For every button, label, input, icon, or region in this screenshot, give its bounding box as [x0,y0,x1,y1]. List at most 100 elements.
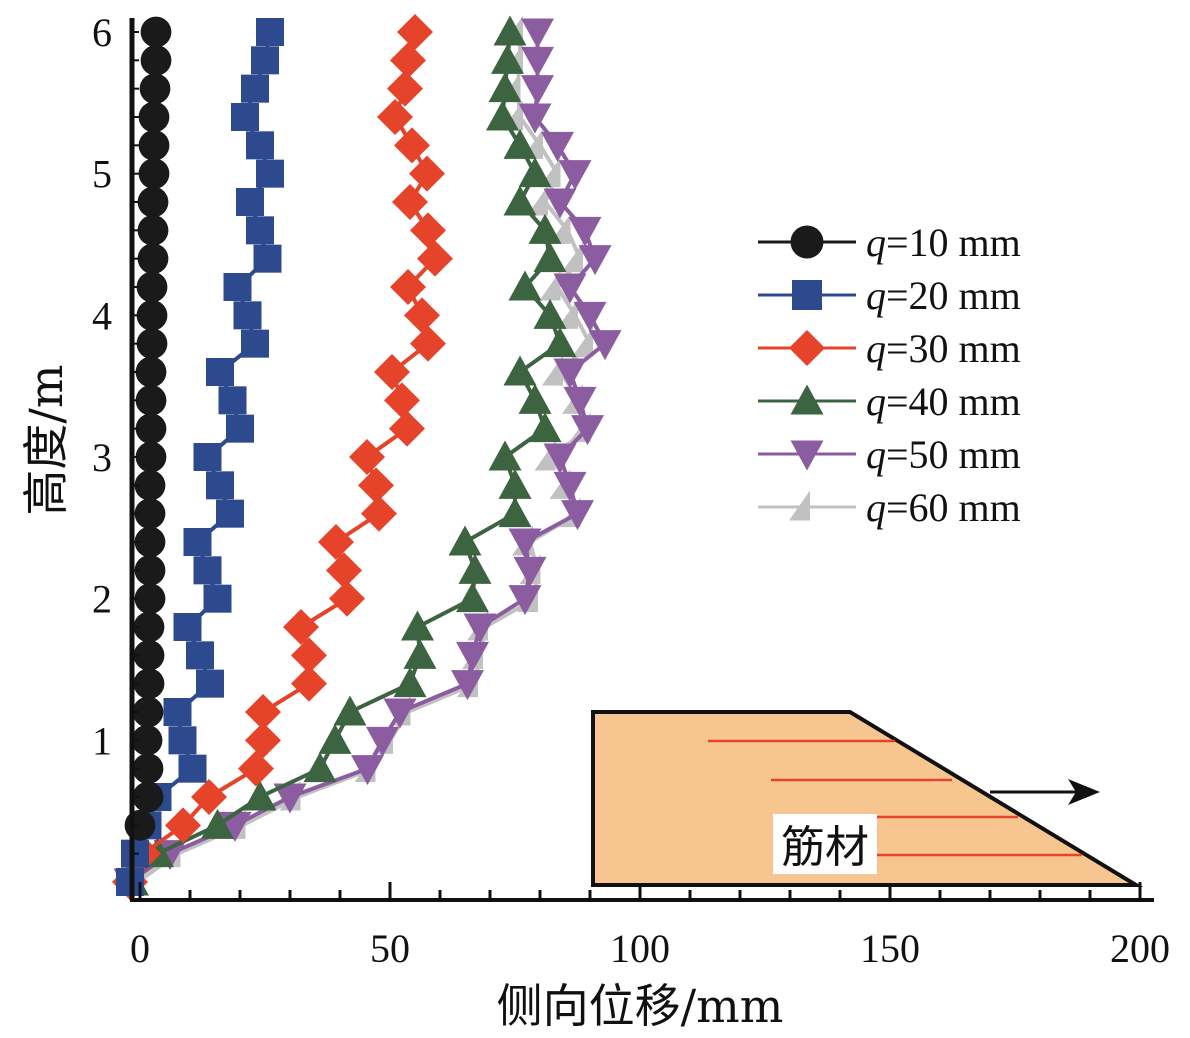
data-point [165,807,201,844]
data-point [291,665,327,702]
data-point [135,413,167,445]
y-tick-label: 5 [92,152,112,197]
data-point [521,46,554,77]
data-point [326,552,362,589]
x-tick-label: 150 [860,926,920,971]
data-point [498,497,532,528]
data-point [358,467,394,504]
data-point [132,696,164,728]
data-point [223,273,252,301]
data-point [273,783,307,814]
y-tick-label: 4 [92,293,112,338]
data-point [136,299,168,331]
legend-marker-icon [792,280,822,310]
data-point [133,639,165,671]
data-point [196,669,224,698]
x-ticks [138,882,1142,900]
data-point [543,443,577,474]
data-point [539,270,561,301]
data-point [377,99,413,135]
data-point [256,18,284,46]
data-point [561,500,594,531]
legend-label: q=60 mm [866,485,1021,530]
data-point [138,129,170,161]
data-point [387,70,423,107]
data-point [173,613,202,641]
legend-label: q=10 mm [866,220,1021,265]
data-point [498,468,532,499]
data-point [291,637,327,674]
data-point [456,641,489,672]
x-tick-label: 100 [610,926,670,971]
data-point [135,356,167,388]
data-point [138,158,170,190]
data-point [134,526,166,558]
x-tick-label: 50 [370,926,410,971]
data-point [124,809,156,841]
data-point [572,327,593,358]
data-point [493,15,527,46]
data-point [533,242,567,273]
data-point [134,583,166,615]
series-q-10-mm [124,16,172,841]
data-point [491,43,524,74]
data-point [138,101,170,133]
data-point [203,584,232,613]
data-point [246,216,274,245]
x-tick-label: 200 [1110,926,1170,971]
data-point [137,214,169,246]
data-point [573,301,607,332]
series-line [128,31,438,883]
series-layer [112,14,622,900]
legend-item: q=30 mm [758,326,1021,371]
data-point [374,354,410,390]
data-point [178,754,207,783]
data-point [383,698,417,729]
data-point [136,328,168,360]
data-point [283,609,319,645]
data-point [183,528,212,556]
x-axis-title: 侧向位移/mm [497,979,784,1033]
y-tick-label: 2 [92,577,112,622]
data-point [528,213,562,244]
data-point [390,269,426,305]
data-point [588,330,622,361]
data-point [543,327,577,358]
legend-label: q=20 mm [866,273,1021,318]
axes [129,18,1154,902]
legend-marker-icon [790,384,824,415]
data-point [351,755,384,786]
data-point [218,386,247,415]
data-point [533,298,567,329]
data-point [251,46,279,75]
data-point [256,159,284,188]
data-point [231,103,259,131]
data-point [333,695,367,726]
data-point [238,750,274,787]
data-point [216,499,244,528]
data-point [448,525,482,556]
x-tick-label: 0 [130,926,150,971]
data-point [578,245,612,276]
inset-label-background [773,814,877,874]
data-point [558,160,592,191]
legend: q=10 mm q=20 mm q=30 mm q=40 mm q=50 mm q=60 … [758,220,1021,530]
data-point [488,72,522,103]
data-point [140,44,172,76]
data-point [361,495,397,532]
data-point [503,355,537,386]
data-point [451,670,484,701]
data-point [329,580,365,617]
data-point [543,188,577,219]
data-point [403,638,437,669]
legend-marker-icon [790,225,824,259]
legend-item: q=60 mm [758,485,1021,530]
data-point [134,554,166,586]
data-point [318,723,352,754]
retaining-wall-inset: 筋材 [591,710,1144,887]
data-point [508,528,542,559]
data-point [206,358,234,386]
data-point [246,131,274,160]
legend-item: q=50 mm [758,432,1021,477]
